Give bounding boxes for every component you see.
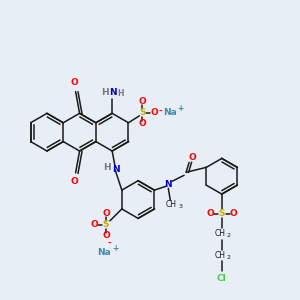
Text: N: N [112,165,120,174]
Text: +: + [177,104,183,113]
Text: S: S [139,108,146,117]
Text: S: S [103,220,109,229]
Text: O: O [139,98,146,106]
Text: O: O [71,78,79,87]
Text: Cl: Cl [217,274,227,283]
Text: O: O [102,231,110,240]
Text: N: N [109,88,117,97]
Text: O: O [150,108,158,117]
Text: O: O [71,177,79,186]
Text: 2: 2 [227,255,231,260]
Text: O: O [206,209,214,218]
Text: CH: CH [214,251,225,260]
Text: O: O [90,220,98,229]
Text: -: - [158,107,162,116]
Text: CH: CH [166,200,177,209]
Text: O: O [139,119,146,128]
Text: 2: 2 [227,233,231,238]
Text: N: N [164,180,172,189]
Text: H: H [117,89,123,98]
Text: O: O [230,209,238,218]
Text: Na: Na [97,248,111,257]
Text: Na: Na [163,108,177,117]
Text: H: H [103,163,111,172]
Text: 3: 3 [178,205,182,209]
Text: O: O [102,209,110,218]
Text: S: S [218,209,225,218]
Text: H: H [101,88,109,97]
Text: +: + [113,244,119,253]
Text: -: - [107,239,111,248]
Text: O: O [188,153,196,162]
Text: CH: CH [214,229,225,238]
